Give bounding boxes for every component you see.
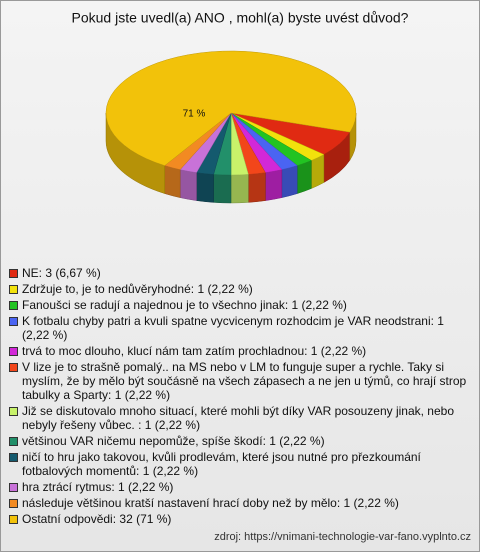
- legend-item: trvá to moc dlouho, klucí nám tam zatím …: [9, 344, 471, 358]
- legend-swatch: [9, 499, 18, 508]
- legend-label: Ostatní odpovědi: 32 (71 %): [22, 512, 172, 526]
- legend-label: V lize je to strašně pomalý.. na MS nebo…: [22, 360, 467, 402]
- legend-label: trvá to moc dlouho, klucí nám tam zatím …: [22, 344, 367, 358]
- legend-item: K fotbalu chyby patri a kvuli spatne vyc…: [9, 314, 471, 342]
- legend-item: následuje většinou kratší nastavení hrac…: [9, 496, 471, 510]
- legend-item: Zdržuje to, je to nedůvěryhodné: 1 (2,22…: [9, 282, 471, 296]
- slice-label: 71 %: [183, 109, 206, 120]
- slice-side: [265, 169, 283, 201]
- legend-label: ničí to hru jako takovou, kvůli prodlevá…: [22, 450, 421, 478]
- legend-swatch: [9, 363, 18, 372]
- legend-item: Již se diskutovalo mnoho situací, které …: [9, 404, 471, 432]
- slice-side: [248, 172, 266, 203]
- legend-item: NE: 3 (6,67 %): [9, 266, 471, 280]
- legend-label: následuje většinou kratší nastavení hrac…: [22, 496, 399, 510]
- legend-swatch: [9, 347, 18, 356]
- source: zdroj: https://vnimani-technologie-var-f…: [214, 531, 471, 543]
- legend-label: hra ztrácí rytmus: 1 (2,22 %): [22, 480, 174, 494]
- legend-label: Již se diskutovalo mnoho situací, které …: [22, 404, 454, 432]
- legend-swatch: [9, 407, 18, 416]
- slice-side: [296, 160, 312, 194]
- legend-swatch: [9, 301, 18, 310]
- legend-label: Zdržuje to, je to nedůvěryhodné: 1 (2,22…: [22, 282, 253, 296]
- slice-side: [196, 172, 214, 203]
- legend: NE: 3 (6,67 %) Zdržuje to, je to nedůvěry…: [9, 266, 471, 528]
- slice: [105, 50, 357, 166]
- chart-title: Pokud jste uvedl(a) ANO , mohl(a) byste …: [72, 10, 409, 26]
- legend-item: Ostatní odpovědi: 32 (71 %): [9, 512, 471, 526]
- legend-swatch: [9, 515, 18, 524]
- legend-label: K fotbalu chyby patri a kvuli spatne vyc…: [22, 314, 444, 342]
- legend-item: hra ztrácí rytmus: 1 (2,22 %): [9, 480, 471, 494]
- legend-swatch: [9, 269, 18, 278]
- legend-label: NE: 3 (6,67 %): [22, 266, 101, 280]
- legend-item: ničí to hru jako takovou, kvůli prodlevá…: [9, 450, 471, 478]
- legend-item: většinou VAR ničemu nepomůže, spíše škod…: [9, 434, 471, 448]
- legend-swatch: [9, 285, 18, 294]
- slice-side: [213, 174, 232, 204]
- legend-swatch: [9, 483, 18, 492]
- slice-side: [179, 169, 197, 201]
- legend-item: Fanoušci se radují a najednou je to všec…: [9, 298, 471, 312]
- legend-swatch: [9, 437, 18, 446]
- legend-swatch: [9, 453, 18, 462]
- legend-item: V lize je to strašně pomalý.. na MS nebo…: [9, 360, 471, 402]
- pie-area: Pokud jste uvedl(a) ANO , mohl(a) byste …: [72, 10, 409, 204]
- slice-side: [230, 174, 249, 204]
- slice-side: [281, 165, 298, 198]
- slice-side: [164, 165, 181, 198]
- legend-swatch: [9, 317, 18, 326]
- legend-label: většinou VAR ničemu nepomůže, spíše škod…: [22, 434, 325, 448]
- legend-label: Fanoušci se radují a najednou je to všec…: [22, 298, 347, 312]
